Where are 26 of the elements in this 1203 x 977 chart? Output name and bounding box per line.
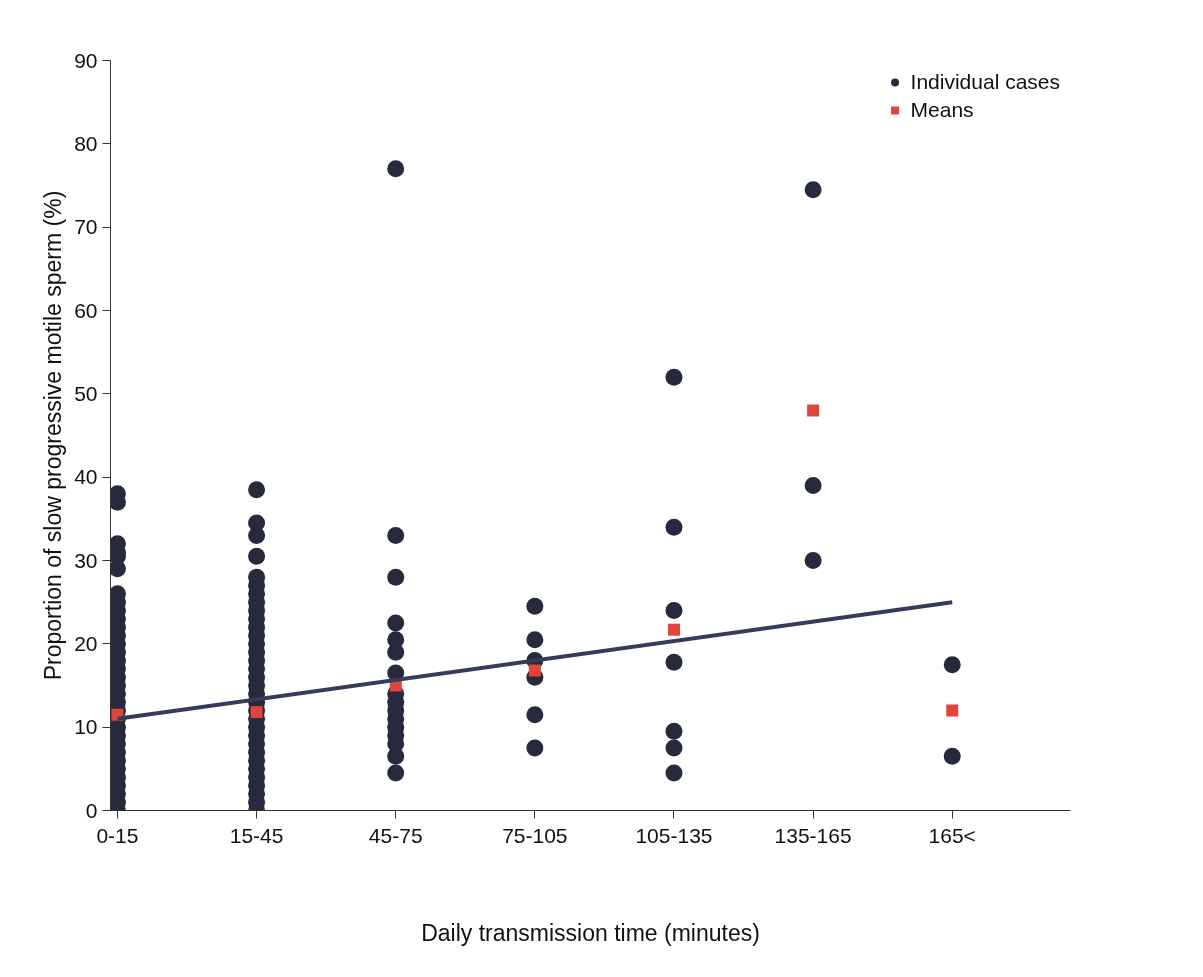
x-tick-label: 165< bbox=[928, 823, 976, 847]
x-tick-label: 75-105 bbox=[502, 823, 568, 847]
point bbox=[528, 664, 541, 677]
x-axis-title: Daily transmission time (minutes) bbox=[421, 919, 760, 946]
y-tick-label: 40 bbox=[74, 465, 98, 489]
y-tick-label: 60 bbox=[74, 298, 98, 322]
x-tick-label: 0-15 bbox=[96, 823, 139, 847]
point bbox=[667, 623, 680, 636]
y-tick-label: 30 bbox=[74, 548, 98, 572]
y-tick-label: 70 bbox=[74, 215, 98, 239]
legend-label: Means bbox=[910, 98, 974, 122]
x-tick-label: 135-165 bbox=[774, 823, 852, 847]
x-tick-label: 45-75 bbox=[368, 823, 423, 847]
y-axis-title: Proportion of slow progressive motile sperm (%) bbox=[40, 190, 67, 681]
y-tick-label: 80 bbox=[74, 131, 98, 155]
x-tick-label: 105-135 bbox=[635, 823, 713, 847]
point bbox=[807, 404, 820, 417]
y-tick-label: 90 bbox=[74, 48, 98, 72]
y-tick-label: 20 bbox=[74, 631, 98, 655]
legend-label: Individual cases bbox=[910, 70, 1060, 94]
y-tick-label: 50 bbox=[74, 381, 98, 405]
point bbox=[250, 706, 263, 719]
point bbox=[946, 704, 959, 717]
x-tick-label: 15-45 bbox=[229, 823, 284, 847]
y-tick-label: 0 bbox=[85, 798, 98, 822]
y-tick-label: 10 bbox=[74, 715, 98, 739]
